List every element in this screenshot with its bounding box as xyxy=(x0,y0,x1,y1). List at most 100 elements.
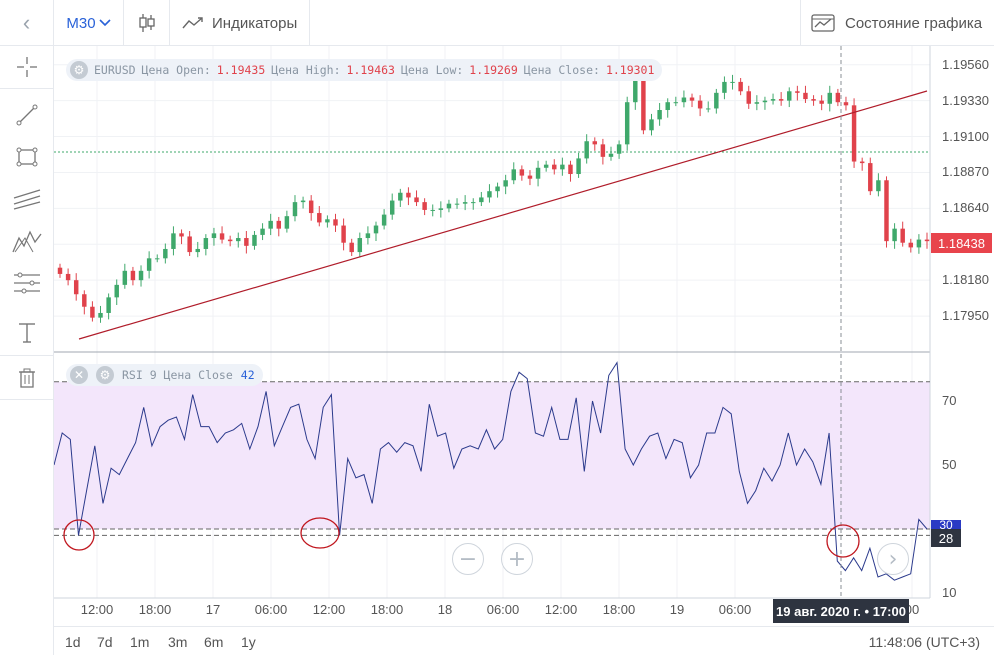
candle xyxy=(244,231,249,254)
rectangle-tool[interactable] xyxy=(0,136,54,178)
candle xyxy=(300,196,306,209)
pattern-tool[interactable] xyxy=(0,220,54,262)
interval-selector[interactable]: M30 xyxy=(54,0,124,46)
candle xyxy=(479,191,484,207)
candle xyxy=(787,87,792,108)
pattern-icon xyxy=(12,230,42,253)
candle xyxy=(697,95,703,117)
zoom-out-button[interactable]: − xyxy=(452,543,484,575)
plus-icon: + xyxy=(507,546,527,572)
chart-canvas[interactable] xyxy=(54,46,994,626)
settings-gear-icon[interactable]: ⚙ xyxy=(70,61,88,79)
price-axis-label: 1.19560 xyxy=(942,56,989,72)
time-axis-label: 12:00 xyxy=(312,602,346,617)
crosshair-tool[interactable] xyxy=(0,46,54,88)
candle xyxy=(57,263,63,278)
candle xyxy=(527,170,533,186)
candle xyxy=(892,223,897,249)
range-1d-button[interactable]: 1d xyxy=(65,634,81,650)
candle xyxy=(778,92,784,106)
candle xyxy=(600,138,606,165)
parallel-channel-icon xyxy=(13,189,41,210)
candle xyxy=(373,221,379,241)
range-7d-button[interactable]: 7d xyxy=(97,634,113,650)
candle xyxy=(252,231,257,250)
candle xyxy=(195,241,200,258)
price-axis-label: 1.19100 xyxy=(942,128,989,144)
zoom-in-button[interactable]: + xyxy=(501,543,533,575)
candle xyxy=(859,157,865,171)
candle xyxy=(454,198,460,209)
range-3m-button[interactable]: 3m xyxy=(168,634,188,650)
candle xyxy=(398,188,403,207)
chevron-left-icon: ‹ xyxy=(22,10,31,35)
parallel-channel-tool[interactable] xyxy=(0,178,54,220)
time-axis-label: 18:00 xyxy=(602,602,636,617)
candle xyxy=(552,159,557,175)
support-trendline xyxy=(78,90,928,340)
candle xyxy=(795,85,800,101)
time-axis-label: 12:00 xyxy=(80,602,114,617)
candle xyxy=(155,254,160,263)
candle xyxy=(65,268,71,286)
legend-open-value: 1.19435 xyxy=(216,63,266,77)
candle xyxy=(495,182,500,198)
candle xyxy=(851,98,857,168)
range-1m-button[interactable]: 1m xyxy=(130,634,150,650)
rsi-axis-label: 70 xyxy=(942,393,957,408)
indicators-button[interactable]: Индикаторы xyxy=(170,0,310,46)
candle xyxy=(122,263,128,289)
back-button[interactable]: ‹ xyxy=(0,0,54,46)
text-icon xyxy=(19,323,35,343)
price-axis-label: 1.18640 xyxy=(942,200,989,216)
time-axis-label: 18 xyxy=(437,602,453,617)
candle xyxy=(827,85,832,112)
candle xyxy=(317,206,322,227)
candle xyxy=(203,234,209,256)
candle xyxy=(381,209,387,230)
candle xyxy=(357,232,363,258)
chart-grid xyxy=(54,46,930,598)
candle xyxy=(714,88,719,114)
time-axis-label: 12:00 xyxy=(544,602,578,617)
trendline-tool[interactable] xyxy=(0,94,54,136)
candle xyxy=(624,96,630,151)
candle xyxy=(576,152,581,178)
minus-icon: − xyxy=(458,546,478,572)
oversold-marker-3 xyxy=(826,524,860,558)
chevron-right-icon: › xyxy=(888,546,898,572)
rsi-line xyxy=(54,361,928,581)
current-price-tag: 1.18438 xyxy=(931,233,992,253)
candle xyxy=(608,146,614,161)
candle xyxy=(171,226,176,256)
scroll-to-realtime-button[interactable]: › xyxy=(877,543,909,575)
legend-low-value: 1.19269 xyxy=(469,63,518,77)
candle xyxy=(754,95,760,111)
candle xyxy=(665,98,670,118)
candle xyxy=(414,190,419,207)
range-6m-button[interactable]: 6m xyxy=(204,634,224,650)
price-axis-label: 1.18180 xyxy=(942,272,989,288)
candle xyxy=(82,290,87,315)
interval-label: M30 xyxy=(66,14,96,32)
chart-state-button[interactable]: Состояние графика xyxy=(800,0,994,46)
chart-state-icon xyxy=(811,14,835,32)
candle xyxy=(511,162,516,185)
candle xyxy=(770,93,776,105)
close-indicator-icon[interactable]: ✕ xyxy=(70,366,88,384)
candle xyxy=(130,266,136,286)
time-axis-label: 17 xyxy=(205,602,221,617)
fibonacci-tool[interactable] xyxy=(0,262,54,304)
candle xyxy=(519,165,525,181)
delete-drawings-tool[interactable] xyxy=(0,357,54,399)
candle xyxy=(268,213,273,236)
chart-type-button[interactable] xyxy=(124,0,170,46)
candle xyxy=(835,88,841,107)
legend-symbol: EURUSD xyxy=(94,63,136,77)
candle xyxy=(762,96,768,110)
text-tool[interactable] xyxy=(0,312,54,354)
candle xyxy=(430,204,435,217)
candle xyxy=(138,265,144,287)
range-1y-button[interactable]: 1y xyxy=(241,634,256,650)
indicator-settings-gear-icon[interactable]: ⚙ xyxy=(96,366,114,384)
